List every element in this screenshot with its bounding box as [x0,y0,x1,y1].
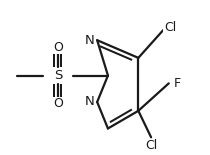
Text: F: F [174,77,181,90]
Text: N: N [84,34,94,47]
Text: O: O [53,41,63,54]
Text: N: N [84,95,94,108]
Text: O: O [53,97,63,111]
Text: S: S [54,69,62,82]
Text: Cl: Cl [145,139,157,152]
Text: Cl: Cl [164,21,176,34]
